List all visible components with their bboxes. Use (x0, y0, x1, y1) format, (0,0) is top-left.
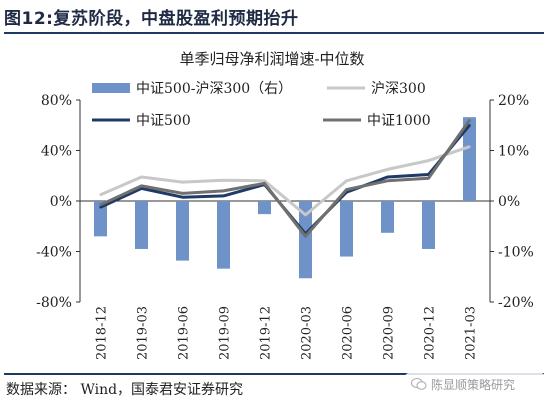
line-point (386, 179, 389, 182)
line-point (468, 145, 471, 148)
line-point (263, 179, 266, 182)
x-tick-label: 2019-06 (177, 306, 192, 360)
source-note: 数据来源： Wind，国泰君安证券研究 (6, 382, 244, 398)
x-tick-label: 2019-09 (218, 306, 233, 360)
x-tick-label: 2019-03 (136, 306, 151, 360)
x-tick-label: 2020-09 (382, 306, 397, 360)
line-point (468, 124, 471, 127)
x-tick-label: 2021-03 (464, 306, 479, 360)
legend-swatch-bar (92, 83, 130, 93)
bar-2019-06 (176, 201, 189, 261)
line-point (345, 188, 348, 191)
bar-2020-09 (381, 201, 394, 233)
x-tick-label: 2018-12 (95, 306, 110, 360)
line-point (386, 168, 389, 171)
bar-2019-03 (135, 201, 148, 249)
line-point (304, 235, 307, 238)
bar-series (94, 117, 476, 279)
line-point (263, 182, 266, 185)
chart-title: 单季归母净利润增速-中位数 (179, 50, 364, 68)
watermark-text: 陈显顺策略研究 (431, 377, 516, 392)
left-tick-label: 40% (41, 144, 72, 160)
line-point (222, 189, 225, 193)
legend-label-hs300: 沪深300 (371, 81, 426, 97)
right-tick-label: 20% (498, 93, 529, 109)
bar-2020-03 (299, 201, 312, 279)
x-tick-label: 2020-06 (341, 306, 356, 360)
line-series (99, 119, 471, 238)
line-point (304, 213, 307, 217)
legend-label-diff: 中证500-沪深300（右） (136, 81, 292, 97)
right-tick-label: -10% (498, 245, 534, 261)
line-point (345, 179, 348, 182)
line-point (181, 196, 184, 199)
line-point (99, 193, 102, 196)
watermark: 陈显顺策略研究 (405, 373, 545, 395)
bar-2021-03 (463, 117, 476, 201)
right-tick-label: 0% (498, 194, 520, 210)
line-point (140, 184, 143, 188)
line-point (181, 180, 184, 184)
line-point (99, 206, 102, 209)
x-axis-ticks: 2018-12 2019-03 2019-06 2019-09 2019-12 2020-… (95, 306, 479, 360)
right-axis-ticks: -20% -10% 0% 10% 20% (490, 93, 534, 311)
line-point (222, 178, 225, 182)
line-point (427, 159, 430, 162)
line-series-1 (99, 145, 470, 217)
left-tick-label: -40% (36, 245, 72, 261)
left-tick-label: 0% (50, 194, 72, 210)
footer-divider (4, 373, 544, 375)
legend: 中证500-沪深300（右） 沪深300 中证500 中证1000 (92, 81, 431, 129)
bar-2019-12 (258, 201, 271, 215)
x-tick-label: 2020-12 (423, 306, 438, 360)
right-tick-label: 10% (498, 144, 529, 160)
line-point (427, 177, 430, 180)
legend-label-zz500: 中证500 (136, 113, 191, 129)
x-tick-label: 2020-03 (300, 306, 315, 360)
chart: 单季归母净利润增速-中位数 中证500-沪深300（右） 沪深300 中证500… (36, 50, 534, 360)
line-point (181, 192, 184, 195)
bar-2018-12 (94, 201, 107, 237)
figure-title: 图12:复苏阶段，中盘股盈利预期抬升 (4, 9, 299, 29)
line-point (222, 194, 225, 198)
x-tick-label: 2019-12 (259, 306, 274, 360)
line-point (386, 175, 389, 179)
wechat-icon (411, 378, 427, 390)
line-series-3 (99, 119, 471, 238)
bar-2020-12 (422, 201, 435, 249)
left-tick-label: -80% (36, 295, 72, 311)
line-point (99, 203, 102, 206)
right-tick-label: -20% (498, 295, 534, 311)
line-point (140, 175, 143, 179)
left-tick-label: 80% (41, 93, 72, 109)
left-axis-ticks: -80% -40% 0% 40% 80% (36, 93, 80, 311)
bar-2019-09 (217, 201, 230, 269)
legend-label-zz1000: 中证1000 (367, 113, 431, 129)
line-point (468, 119, 471, 122)
bar-2020-06 (340, 201, 353, 257)
title-divider (4, 32, 544, 34)
